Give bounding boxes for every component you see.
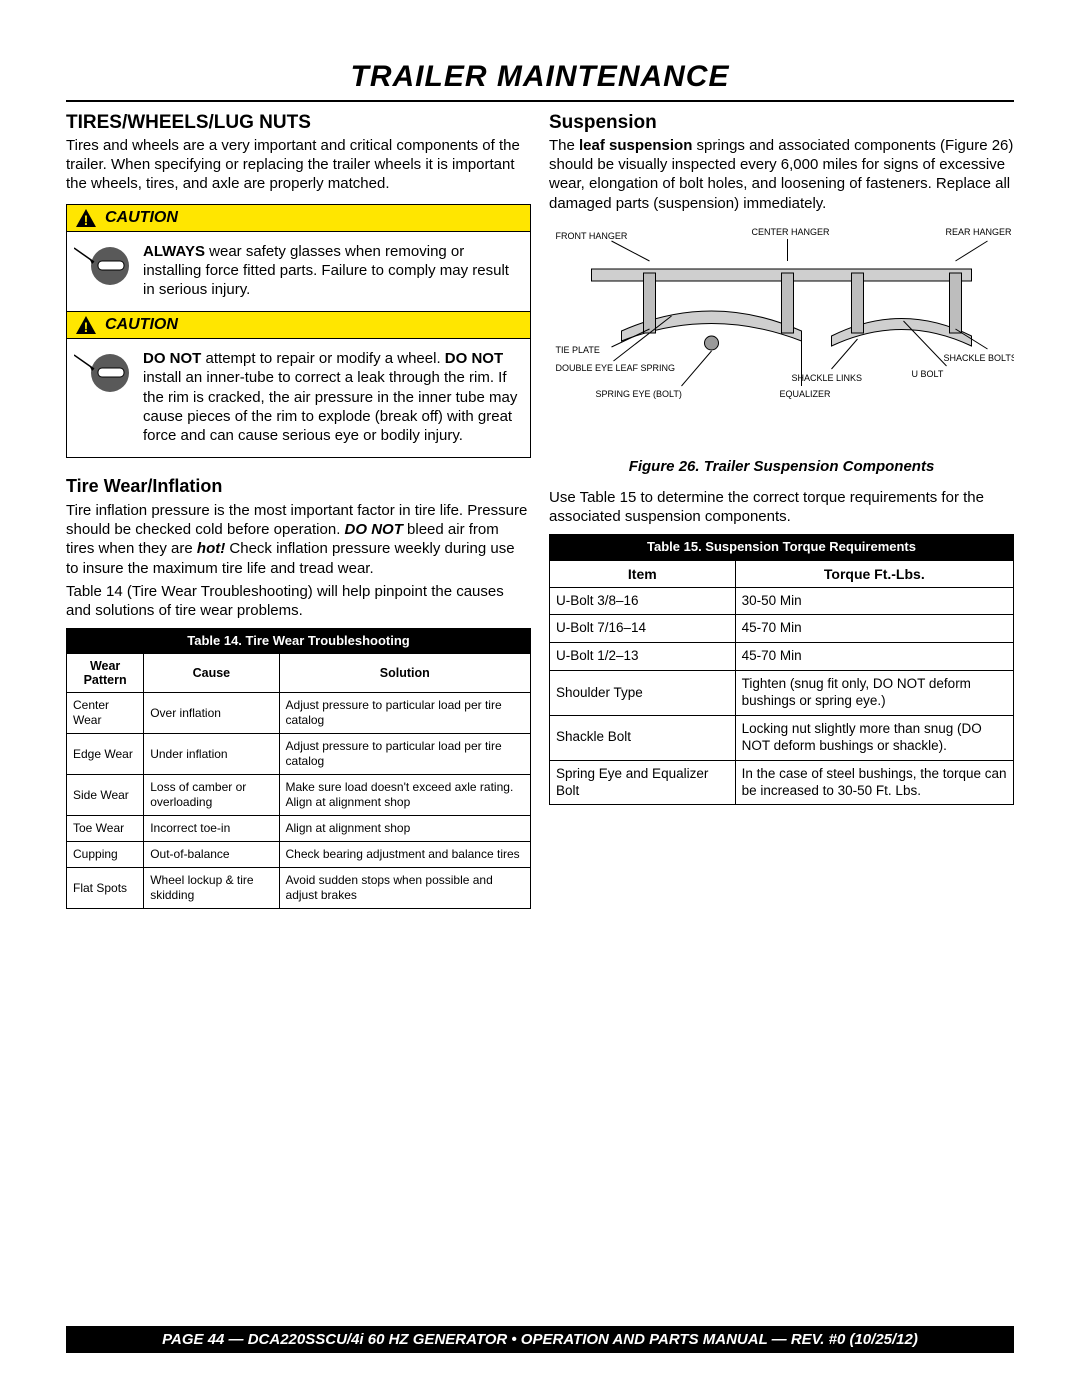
table-15-col-0: Item [550, 560, 736, 587]
caution-2-txt-2: install an inner-tube to correct a leak … [143, 369, 517, 444]
caution-1-bold: ALWAYS [143, 243, 209, 260]
caution-label-1: CAUTION [105, 209, 178, 227]
svg-text:FRONT HANGER: FRONT HANGER [556, 231, 628, 241]
table-row: Toe WearIncorrect toe-inAlign at alignme… [67, 816, 531, 842]
svg-text:SHACKLE BOLTS: SHACKLE BOLTS [944, 353, 1015, 363]
right-column: Suspension The leaf suspension springs a… [549, 112, 1014, 909]
tire-wear-p1-bold: DO NOT [345, 521, 403, 538]
table-row: U-Bolt 3/8–1630-50 Min [550, 587, 1014, 615]
caution-2-bold-2: DO NOT [445, 350, 503, 367]
table-14-col-1: Cause [144, 654, 279, 693]
table-row: Spring Eye and Equalizer BoltIn the case… [550, 760, 1014, 805]
table-row: Center WearOver inflationAdjust pressure… [67, 693, 531, 734]
goggles-icon [73, 349, 135, 445]
left-column: TIRES/WHEELS/LUG NUTS Tires and wheels a… [66, 112, 531, 909]
svg-text:TIE PLATE: TIE PLATE [556, 345, 600, 355]
table-14: Table 14. Tire Wear Troubleshooting Wear… [66, 628, 531, 909]
table-row: Flat SpotsWheel lockup & tire skiddingAv… [67, 868, 531, 909]
suspension-para-2: Use Table 15 to determine the correct to… [549, 488, 1014, 526]
two-column-layout: TIRES/WHEELS/LUG NUTS Tires and wheels a… [66, 112, 1014, 909]
table-row: U-Bolt 7/16–1445-70 Min [550, 615, 1014, 643]
tires-section-title: TIRES/WHEELS/LUG NUTS [66, 112, 531, 134]
svg-text:U BOLT: U BOLT [912, 369, 944, 379]
table-15-header-row: Item Torque Ft.-Lbs. [550, 560, 1014, 587]
tire-wear-para-2: Table 14 (Tire Wear Troubleshooting) wil… [66, 582, 531, 620]
horizontal-rule [66, 100, 1014, 102]
table-14-title: Table 14. Tire Wear Troubleshooting [67, 629, 531, 654]
table-row: Side WearLoss of camber or overloadingMa… [67, 775, 531, 816]
svg-text:!: ! [84, 319, 89, 335]
table-15: Table 15. Suspension Torque Requirements… [549, 534, 1014, 805]
page-main-title: TRAILER MAINTENANCE [66, 60, 1014, 94]
svg-text:!: ! [84, 212, 89, 228]
table-row: U-Bolt 1/2–1345-70 Min [550, 643, 1014, 671]
caution-1-text: ALWAYS wear safety glasses when removing… [143, 242, 520, 300]
table-row: Edge WearUnder inflationAdjust pressure … [67, 734, 531, 775]
table-14-col-0: Wear Pattern [67, 654, 144, 693]
svg-text:EQUALIZER: EQUALIZER [780, 389, 832, 399]
svg-text:SHACKLE LINKS: SHACKLE LINKS [792, 373, 863, 383]
susp-p1-bold: leaf suspension [579, 137, 692, 154]
caution-body-2: DO NOT attempt to repair or modify a whe… [67, 339, 530, 457]
svg-text:REAR HANGER: REAR HANGER [946, 227, 1013, 237]
table-row: Shoulder TypeTighten (snug fit only, DO … [550, 671, 1014, 716]
svg-text:DOUBLE EYE LEAF SPRING: DOUBLE EYE LEAF SPRING [556, 363, 676, 373]
warning-triangle-icon: ! [75, 208, 97, 228]
caution-2-txt-1: attempt to repair or modify a wheel. [201, 350, 444, 367]
table-row: CuppingOut-of-balanceCheck bearing adjus… [67, 842, 531, 868]
caution-header-1: ! CAUTION [67, 205, 530, 232]
figure-26-diagram: FRONT HANGER CENTER HANGER REAR HANGER S… [549, 221, 1014, 451]
tires-intro-text: Tires and wheels are a very important an… [66, 136, 531, 194]
tire-wear-hot: hot! [197, 540, 225, 557]
table-15-title: Table 15. Suspension Torque Requirements [550, 535, 1014, 560]
tire-wear-title: Tire Wear/Inflation [66, 476, 531, 497]
caution-label-2: CAUTION [105, 316, 178, 334]
warning-triangle-icon: ! [75, 315, 97, 335]
caution-body-1: ALWAYS wear safety glasses when removing… [67, 232, 530, 312]
tire-wear-para-1: Tire inflation pressure is the most impo… [66, 501, 531, 578]
susp-p1-a: The [549, 137, 579, 154]
caution-2-text: DO NOT attempt to repair or modify a whe… [143, 349, 520, 445]
suspension-title: Suspension [549, 112, 1014, 134]
caution-box-1: ! CAUTION ALWAYS wear safety glasses whe… [66, 204, 531, 313]
caution-2-bold-1: DO NOT [143, 350, 201, 367]
page-footer: PAGE 44 — DCA220SSCU/4i 60 HZ GENERATOR … [66, 1326, 1014, 1353]
svg-text:CENTER HANGER: CENTER HANGER [752, 227, 831, 237]
table-row: Shackle BoltLocking nut slightly more th… [550, 715, 1014, 760]
figure-26-caption: Figure 26. Trailer Suspension Components [549, 457, 1014, 476]
goggles-icon [73, 242, 135, 300]
table-14-header-row: Wear Pattern Cause Solution [67, 654, 531, 693]
caution-box-2: ! CAUTION DO NOT attempt to repair or mo… [66, 312, 531, 458]
svg-text:SPRING EYE (BOLT): SPRING EYE (BOLT) [596, 389, 682, 399]
table-15-col-1: Torque Ft.-Lbs. [735, 560, 1013, 587]
table-14-col-2: Solution [279, 654, 530, 693]
caution-header-2: ! CAUTION [67, 312, 530, 339]
suspension-para-1: The leaf suspension springs and associat… [549, 136, 1014, 213]
